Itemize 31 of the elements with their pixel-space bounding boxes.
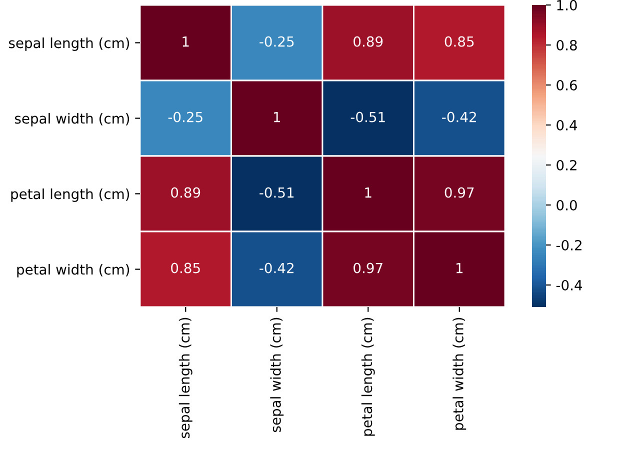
color-bar-label: 0.8 bbox=[556, 40, 577, 50]
data-label: 1 bbox=[365, 187, 372, 198]
color-bar-label: -0.4 bbox=[556, 280, 582, 290]
color-bar-label: -0.2 bbox=[556, 240, 582, 250]
color-bar-label: 0.6 bbox=[556, 80, 577, 90]
y-tick-label: sepal width (cm) bbox=[14, 112, 130, 126]
data-label: -0.42 bbox=[260, 262, 294, 274]
color-bar-label: 0.2 bbox=[556, 160, 576, 170]
y-tick-label: petal length (cm) bbox=[11, 188, 130, 202]
data-label: -0.25 bbox=[260, 36, 294, 47]
x-tick-label: sepal width (cm) bbox=[270, 318, 284, 432]
x-tick-label: petal length (cm) bbox=[361, 318, 375, 436]
data-label: 0.85 bbox=[444, 36, 474, 47]
y-tick-label: petal width (cm) bbox=[17, 264, 130, 278]
x-tick-label: petal width (cm) bbox=[452, 318, 466, 430]
data-label: -0.25 bbox=[168, 112, 202, 122]
data-label: 0.97 bbox=[354, 262, 382, 274]
color-bar-label: 0.0 bbox=[556, 200, 577, 210]
y-tick-label: sepal length (cm) bbox=[8, 37, 130, 51]
data-label: -0.42 bbox=[442, 112, 476, 122]
data-label: 1 bbox=[456, 262, 463, 274]
data-label: 0.89 bbox=[354, 36, 383, 47]
data-label: -0.51 bbox=[260, 187, 294, 198]
data-label: 0.97 bbox=[444, 187, 474, 198]
color-bar-label: 0.4 bbox=[556, 120, 578, 130]
data-label: 0.85 bbox=[171, 262, 200, 274]
color-bar-label: 1.0 bbox=[557, 0, 577, 10]
data-label: 1 bbox=[274, 112, 280, 122]
data-label: 1 bbox=[182, 36, 189, 47]
data-label: 0.89 bbox=[171, 187, 200, 198]
data-label: -0.51 bbox=[350, 112, 385, 122]
